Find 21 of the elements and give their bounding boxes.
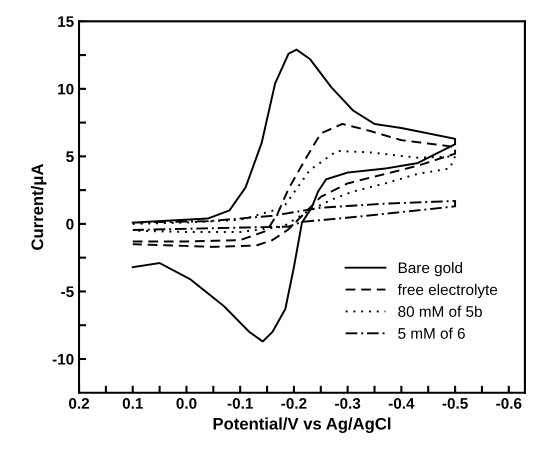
x-tick-label: -0.1 xyxy=(228,398,253,409)
x-axis-title: Potential/V vs Ag/AgCl xyxy=(214,417,390,434)
y-tick-label: -5 xyxy=(61,286,74,298)
legend-label: Bare gold xyxy=(398,262,462,276)
legend-label: 5 mM of 6 xyxy=(398,328,465,339)
y-tick-label: 5 xyxy=(66,151,74,162)
x-tick-label: -0.5 xyxy=(442,398,468,409)
legend-label: 80 mM of 5b xyxy=(398,306,482,317)
x-tick-label: -0.2 xyxy=(281,398,306,409)
y-tick-label: 0 xyxy=(66,218,74,230)
x-tick-label: -0.4 xyxy=(388,398,414,409)
y-tick-label: 10 xyxy=(58,84,74,95)
x-tick-label: -0.3 xyxy=(335,398,360,409)
y-tick-label: 15 xyxy=(58,16,74,27)
y-tick-label: -10 xyxy=(52,354,74,365)
x-tick-label: 0.1 xyxy=(122,398,143,409)
x-tick-label: 0.2 xyxy=(69,398,90,409)
x-tick-label: 0.0 xyxy=(176,398,196,409)
x-tick-label: -0.6 xyxy=(496,398,522,409)
legend-label: free electrolyte xyxy=(398,284,498,298)
y-axis-title: Current/μA xyxy=(31,164,46,250)
